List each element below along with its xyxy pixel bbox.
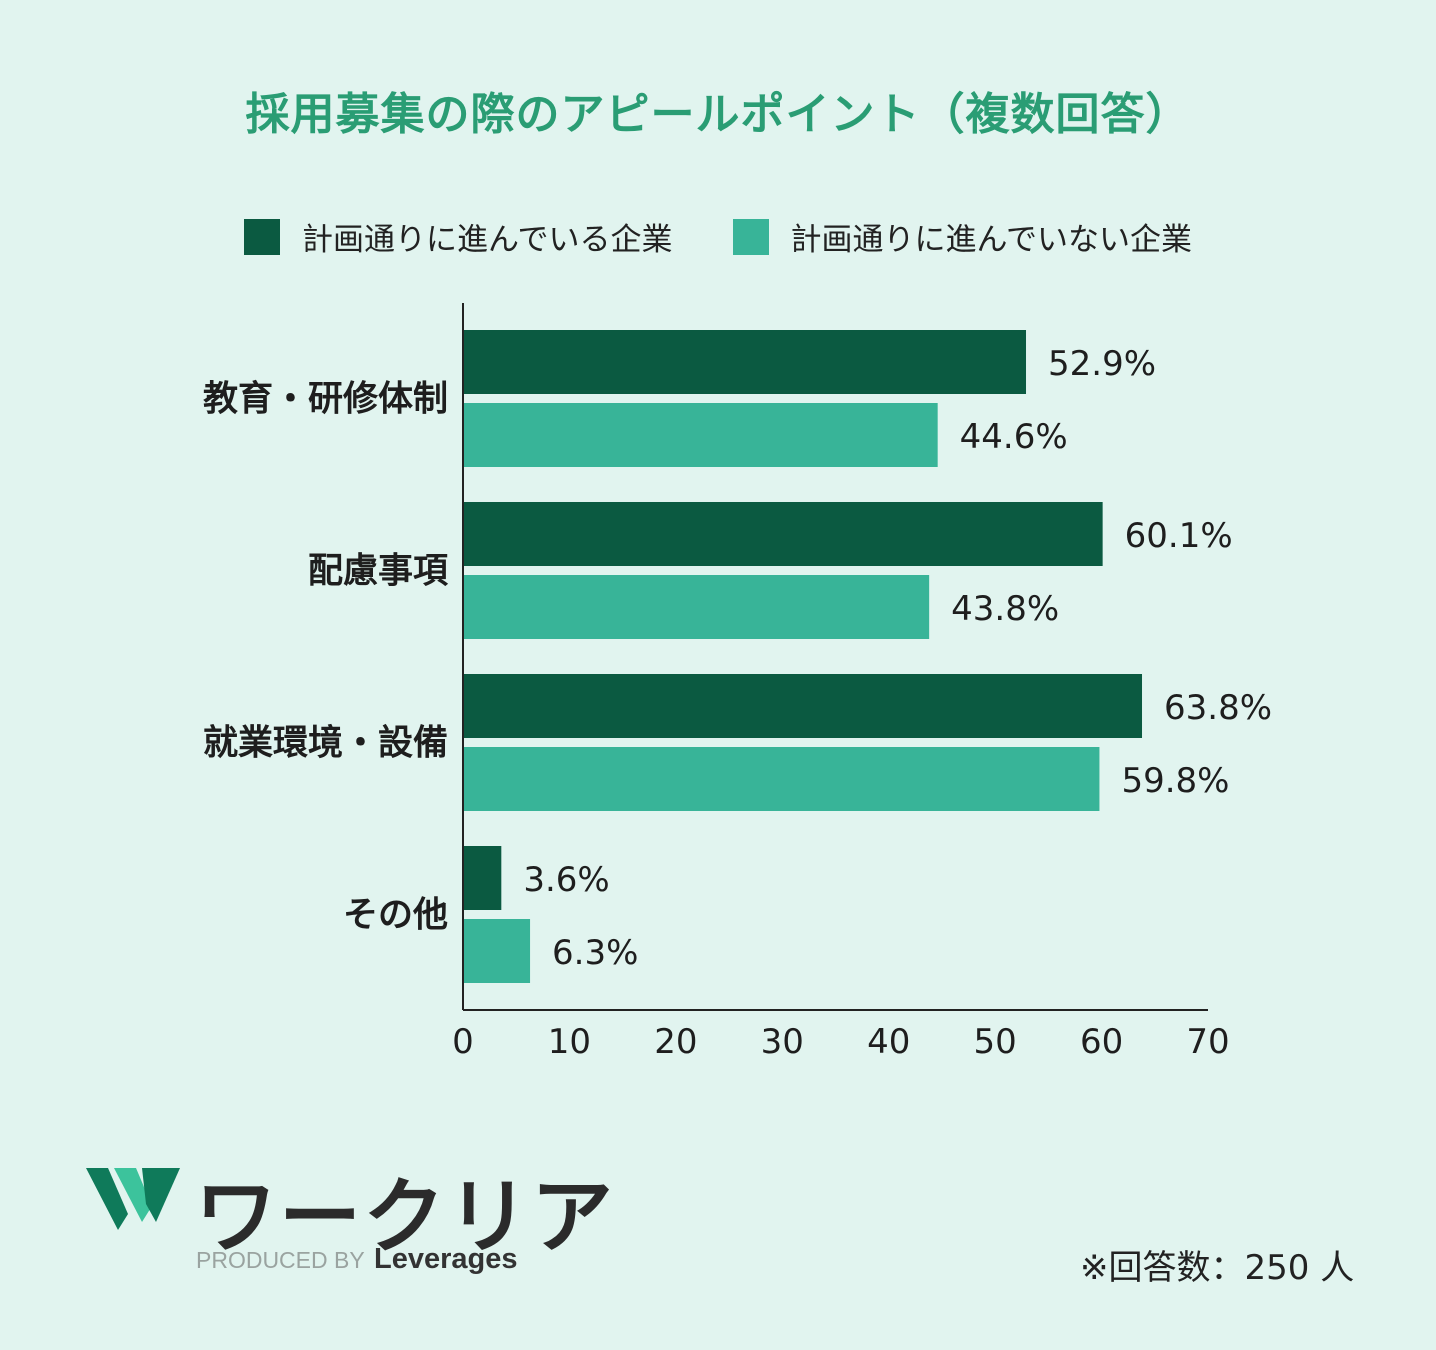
bar xyxy=(463,846,502,910)
legend-swatch-off-track xyxy=(732,218,769,255)
category-label: その他 xyxy=(343,896,448,936)
legend-label-on-track: 計画通りに進んでいる企業 xyxy=(302,222,673,258)
x-tick-label: 20 xyxy=(654,1022,697,1062)
produced-by-text: PRODUCED BY xyxy=(196,1247,365,1273)
data-label: 6.3% xyxy=(552,933,638,973)
legend-swatch-on-track xyxy=(244,218,281,255)
category-label: 配慮事項 xyxy=(308,552,449,592)
x-tick-label: 30 xyxy=(761,1022,804,1062)
bar xyxy=(463,330,1027,394)
legend: 計画通りに進んでいる企業 計画通りに進んでいない企業 xyxy=(0,214,1436,259)
category-label: 教育・研修体制 xyxy=(203,380,448,420)
workclear-logo-icon xyxy=(86,1168,180,1230)
bar xyxy=(463,403,938,467)
data-label: 63.8% xyxy=(1164,688,1272,728)
category-label: 就業環境・設備 xyxy=(203,724,448,764)
bar xyxy=(463,919,531,983)
legend-item-off-track: 計画通りに進んでいない企業 xyxy=(732,214,1192,259)
x-tick-label: 60 xyxy=(1080,1022,1123,1062)
data-label: 3.6% xyxy=(523,860,609,900)
respondent-note: ※回答数：250 人 xyxy=(1080,1248,1355,1288)
legend-label-off-track: 計画通りに進んでいない企業 xyxy=(790,222,1192,258)
brand-name: Leverages xyxy=(374,1243,518,1275)
chart-title: 採用募集の際のアピールポイント（複数回答） xyxy=(245,89,1191,140)
data-label: 52.9% xyxy=(1048,344,1156,384)
x-tick-label: 40 xyxy=(867,1022,910,1062)
x-tick-label: 10 xyxy=(548,1022,591,1062)
logo-text: ワークリア xyxy=(195,1170,616,1265)
bar xyxy=(463,575,930,639)
bar xyxy=(463,502,1103,566)
data-label: 43.8% xyxy=(951,589,1059,629)
bar xyxy=(463,674,1143,738)
x-tick-label: 50 xyxy=(974,1022,1017,1062)
legend-item-on-track: 計画通りに進んでいる企業 xyxy=(244,214,673,259)
bar-chart: 教育・研修体制 52.9% 44.6% 配慮事項 60.1% 43.8% 就業環境・設備 63… xyxy=(203,303,1272,1062)
data-label: 60.1% xyxy=(1125,516,1233,556)
data-label: 44.6% xyxy=(960,417,1068,457)
x-tick-label: 0 xyxy=(452,1022,474,1062)
data-label: 59.8% xyxy=(1121,761,1229,801)
x-tick-label: 70 xyxy=(1186,1022,1229,1062)
bar xyxy=(463,747,1100,811)
